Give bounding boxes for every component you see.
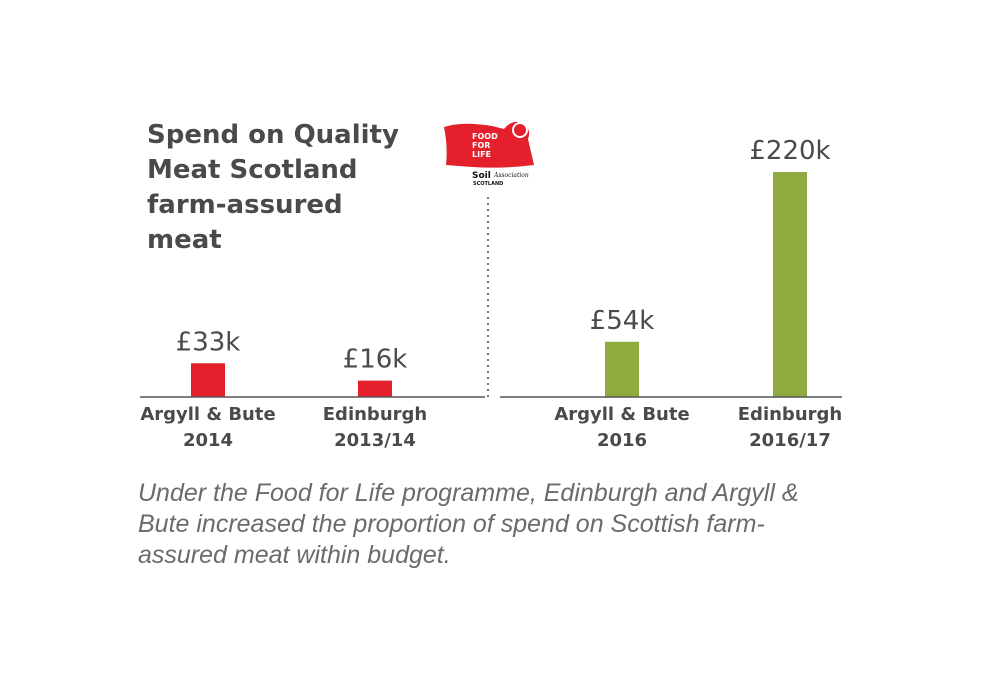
labels-layer: £33k Argyll & Bute 2014 £16k Edinburgh 2013/1… (140, 136, 842, 451)
logo-text-scotland: SCOTLAND (473, 181, 503, 187)
logo-text-life: LIFE (472, 150, 491, 159)
value-label-4: £220k (749, 136, 830, 166)
category-label-2-line-1: Edinburgh (323, 404, 427, 425)
category-label-4-line-1: Edinburgh (738, 404, 842, 425)
logo-text-soil: Soil (472, 171, 491, 181)
logo-text-food: FOOD (472, 132, 498, 141)
chart-caption: Under the Food for Life programme, Edinb… (138, 479, 799, 569)
logo-red-shape (444, 121, 534, 168)
category-label-3-line-2: 2016 (597, 430, 647, 451)
bar-4 (773, 172, 807, 397)
category-label-3-line-1: Argyll & Bute (554, 404, 689, 425)
chart-title: Spend on Quality Meat Scotland farm-assu… (147, 120, 399, 255)
category-label-2-line-2: 2013/14 (334, 430, 416, 451)
value-label-3: £54k (590, 306, 655, 336)
value-label-1: £33k (176, 327, 241, 357)
category-label-1-line-1: Argyll & Bute (140, 404, 275, 425)
bar-3 (605, 341, 639, 397)
category-label-4-line-2: 2016/17 (749, 430, 831, 451)
bars-layer (191, 172, 807, 397)
logo-heart-circle (512, 122, 528, 138)
bar-1 (191, 363, 225, 397)
category-label-1-line-2: 2014 (183, 430, 233, 451)
logo-text-association: Association (493, 172, 529, 179)
bar-2 (358, 380, 392, 397)
value-label-2: £16k (343, 345, 408, 375)
logo-text-for: FOR (472, 141, 490, 150)
food-for-life-logo: FOOD FOR LIFE Soil Association SCOTLAND (444, 121, 534, 187)
